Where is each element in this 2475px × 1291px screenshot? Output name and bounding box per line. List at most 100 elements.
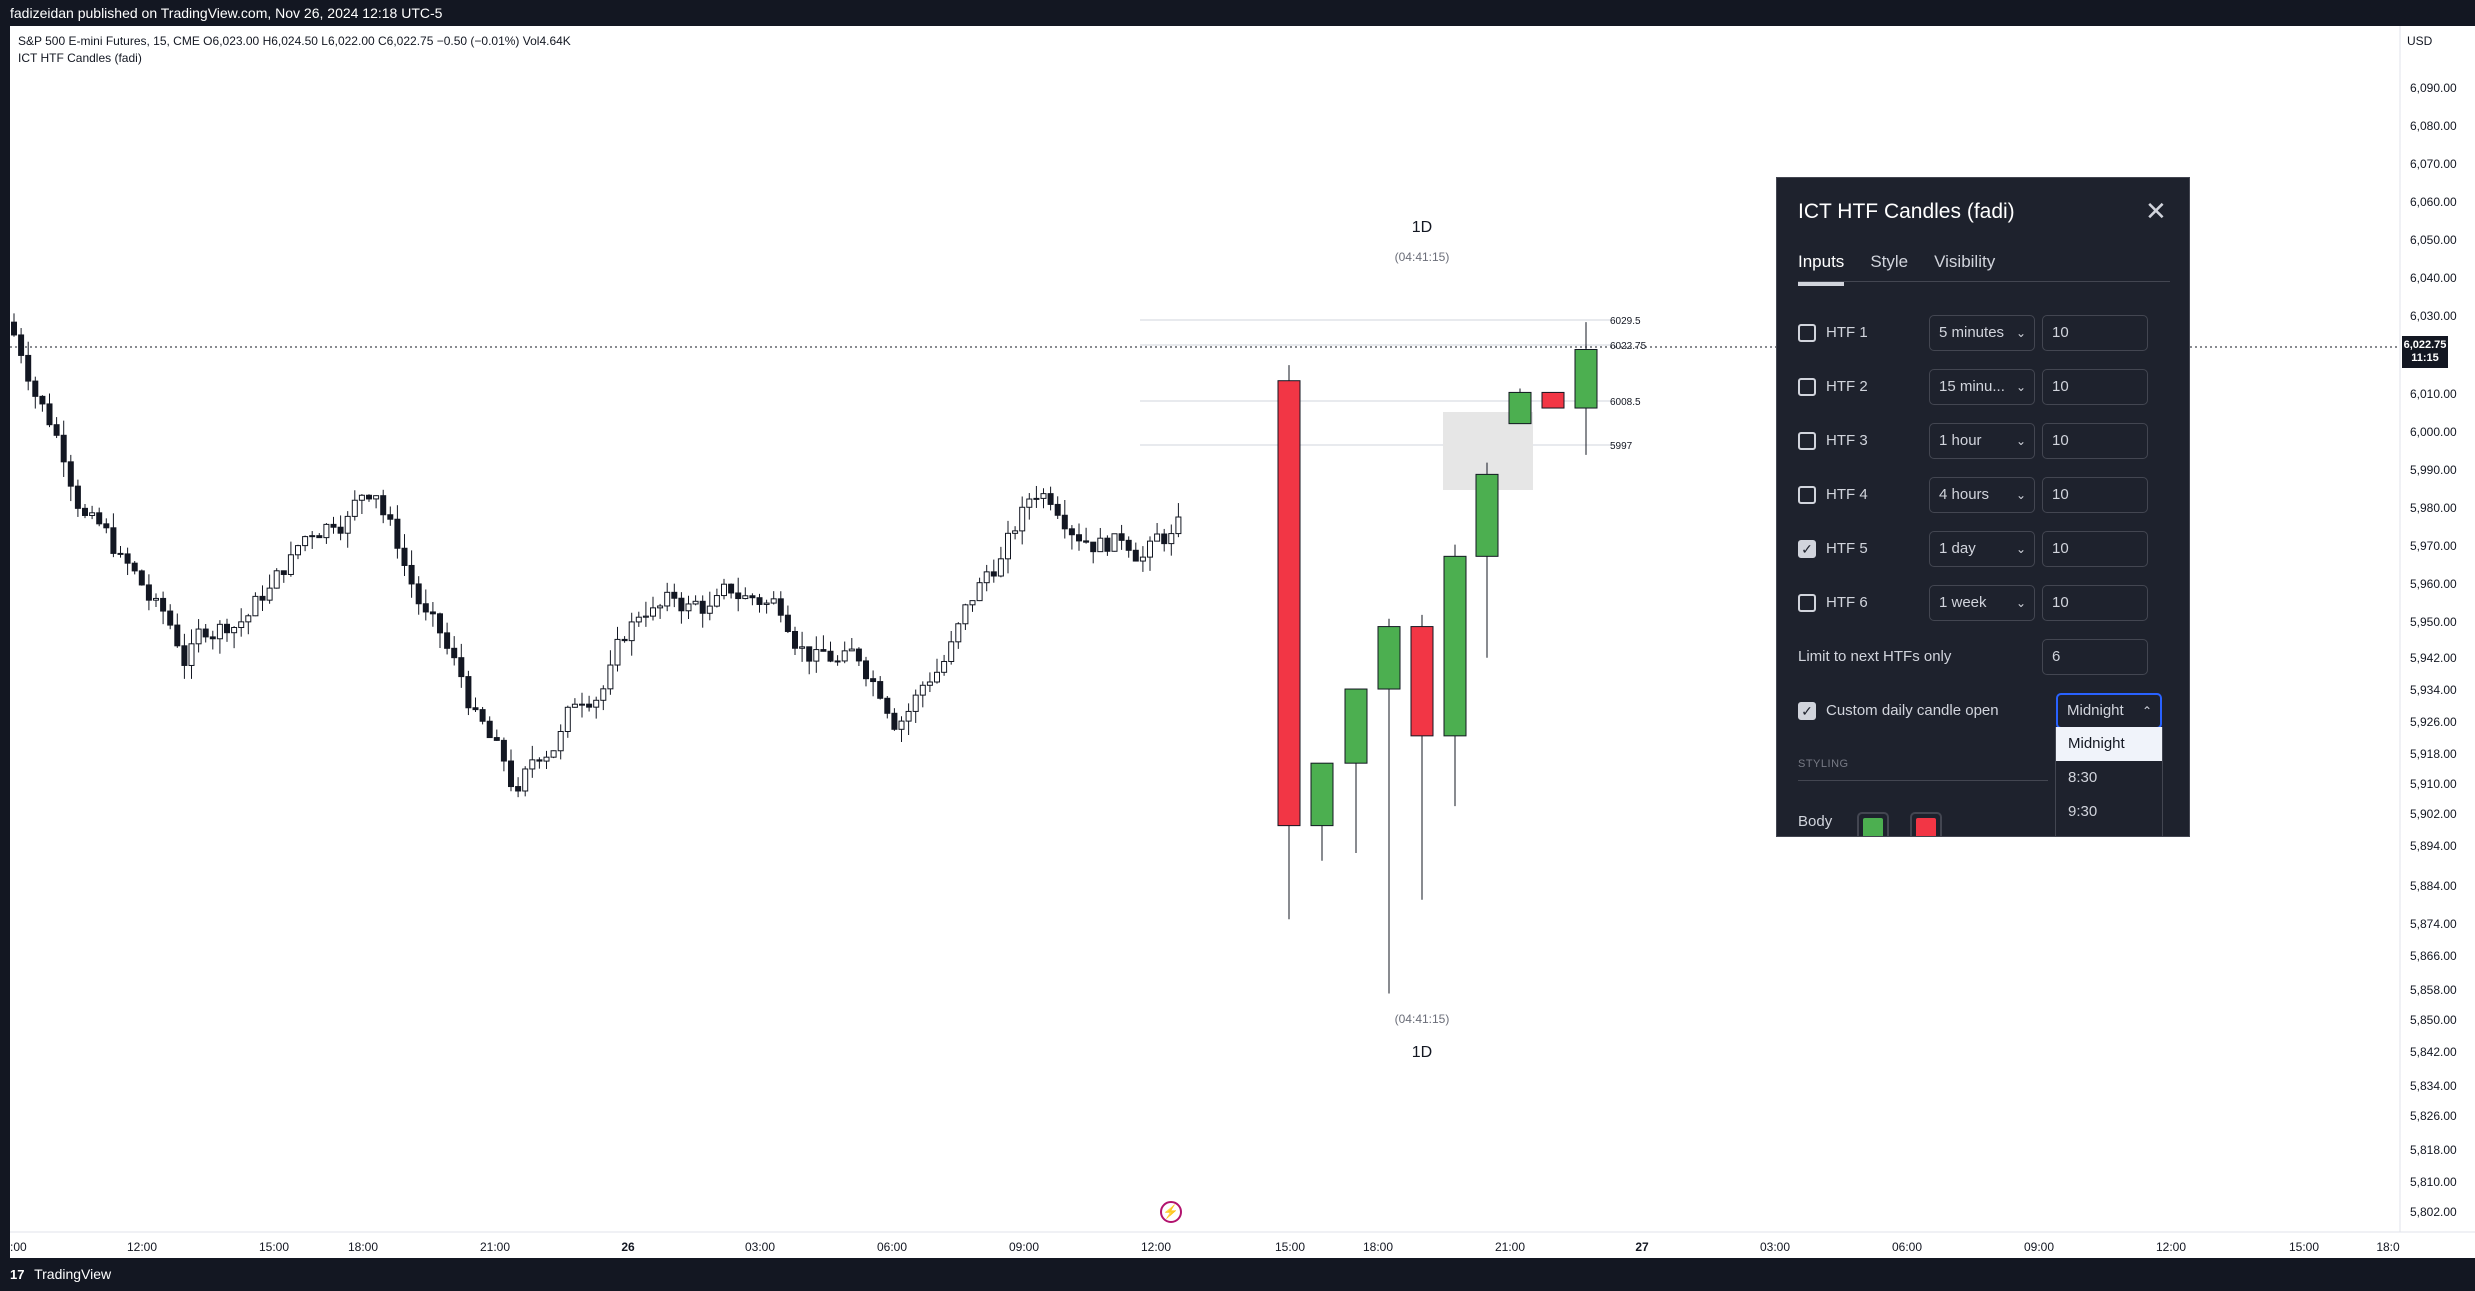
price-candle-body (415, 583, 422, 605)
price-candle-body (1097, 537, 1104, 553)
tab-style[interactable]: Style (1870, 252, 1909, 271)
indicator-legend[interactable]: ICT HTF Candles (fadi) (18, 51, 142, 65)
price-candle-body (891, 712, 898, 730)
price-candle-body (117, 552, 124, 555)
price-candle-body (543, 756, 550, 762)
htf4-timeframe: 4 hours (1939, 486, 1990, 503)
price-candle-body (259, 595, 266, 601)
price-tick-label: 6,060.00 (2410, 195, 2457, 209)
body-label: Body (1798, 813, 1833, 830)
limit-input[interactable]: 6 (2042, 639, 2148, 675)
htf4-count-input[interactable]: 10 (2042, 477, 2148, 513)
price-candle-body (863, 660, 869, 680)
htf3-checkbox[interactable] (1798, 432, 1816, 450)
price-tick-label: 6,040.00 (2410, 271, 2457, 285)
lightning-icon[interactable]: ⚡ (1160, 1201, 1182, 1223)
price-candle-body (678, 597, 685, 612)
price-candle-body (820, 649, 827, 652)
price-candle-body (380, 495, 387, 516)
price-candle-body (422, 603, 429, 613)
htf1-timeframe-select[interactable]: 5 minutes ⌄ (1929, 315, 2035, 351)
chart-canvas[interactable]: 6,090.00 6,080.00 6,070.00 6,060.00 6,050.00… (10, 26, 2475, 1258)
price-candle-body (1083, 540, 1090, 543)
price-candle-body (713, 595, 720, 607)
price-candle-body (926, 681, 933, 686)
htf1-count-input[interactable]: 10 (2042, 315, 2148, 351)
price-candle-body (252, 595, 259, 617)
price-candle-body (309, 535, 316, 538)
price-candle-body (273, 570, 280, 589)
price-candle-body (1026, 498, 1033, 508)
bull-color-swatch[interactable] (1857, 812, 1889, 836)
price-candle-body (948, 641, 955, 662)
time-tick-label: 18:0 (2376, 1240, 2400, 1254)
price-candle-body (841, 650, 848, 662)
price-candle-body (479, 709, 486, 722)
tab-inputs[interactable]: Inputs (1798, 252, 1845, 286)
price-candle-body (358, 494, 365, 501)
price-candle-body (607, 664, 614, 690)
price-candle-body (1033, 497, 1040, 500)
price-candle-body (280, 570, 287, 575)
htf-candle-body (1443, 555, 1467, 737)
price-candle-body (138, 570, 145, 586)
price-candle-body (635, 616, 642, 623)
htf6-checkbox[interactable] (1798, 594, 1816, 612)
htf-candle-body (1410, 626, 1434, 737)
tab-visibility[interactable]: Visibility (1934, 252, 1996, 271)
option-830[interactable]: 8:30 (2068, 769, 2098, 786)
htf-row-3: HTF 3 1 hour ⌄ 10 (1798, 423, 2170, 459)
price-candle-body (834, 660, 841, 663)
htf5-checkbox[interactable]: ✓ (1798, 540, 1816, 558)
htf5-timeframe-select[interactable]: 1 day ⌄ (1929, 531, 2035, 567)
option-930[interactable]: 9:30 (2068, 803, 2098, 820)
price-candle-body (174, 624, 181, 647)
htf2-count-input[interactable]: 10 (2042, 369, 2148, 405)
htf3-count-input[interactable]: 10 (2042, 423, 2148, 459)
close-icon[interactable]: ✕ (2145, 196, 2167, 226)
price-candle-body (486, 720, 493, 739)
custom-open-dropdown: Midnight 8:30 9:30 (2055, 727, 2163, 837)
price-candle-body (493, 737, 500, 741)
price-candle-body (451, 647, 458, 659)
time-tick-label: :00 (10, 1240, 27, 1254)
price-candle-body (11, 321, 17, 336)
section-styling: STYLING (1798, 758, 1849, 770)
time-tick-label: 03:00 (745, 1240, 775, 1254)
currency-label[interactable]: USD (2407, 34, 2433, 48)
htf3-timeframe-select[interactable]: 1 hour ⌄ (1929, 423, 2035, 459)
htf6-count-input[interactable]: 10 (2042, 585, 2148, 621)
price-candle-body (32, 380, 39, 397)
htf6-timeframe-select[interactable]: 1 week ⌄ (1929, 585, 2035, 621)
price-candle-body (216, 623, 223, 640)
price-candle-body (621, 638, 628, 642)
bear-color-swatch[interactable] (1910, 812, 1942, 836)
htf4-timeframe-select[interactable]: 4 hours ⌄ (1929, 477, 2035, 513)
option-midnight[interactable]: Midnight (2056, 727, 2162, 761)
htf-candle-body (1475, 473, 1499, 557)
dialog-tabs: Inputs Style Visibility (1798, 252, 1995, 286)
limit-row: Limit to next HTFs only 6 (1798, 639, 2170, 675)
price-candle-body (330, 523, 337, 528)
price-tick-label: 5,980.00 (2410, 501, 2457, 515)
price-candle-body (1161, 533, 1168, 545)
htf4-checkbox[interactable] (1798, 486, 1816, 504)
price-candle-body (124, 553, 131, 564)
tab-divider (1798, 281, 2170, 282)
htf5-count-input[interactable]: 10 (2042, 531, 2148, 567)
price-candle-body (96, 512, 103, 525)
price-candle-body (82, 507, 88, 516)
price-candle-body (628, 621, 635, 642)
htf2-checkbox[interactable] (1798, 378, 1816, 396)
price-candle-body (500, 739, 507, 762)
custom-open-select[interactable]: Midnight ⌃ (2056, 693, 2162, 729)
price-candle-body (706, 605, 713, 614)
countdown: 11:15 (2411, 352, 2439, 364)
price-tick-label: 5,934.00 (2410, 683, 2457, 697)
htf1-label: HTF 1 (1826, 324, 1868, 341)
htf2-timeframe-select[interactable]: 15 minu... ⌄ (1929, 369, 2035, 405)
custom-open-checkbox[interactable]: ✓ (1798, 702, 1816, 720)
htf1-checkbox[interactable] (1798, 324, 1816, 342)
htf6-label: HTF 6 (1826, 594, 1868, 611)
htf-level-label: 6008.5 (1610, 397, 1641, 408)
